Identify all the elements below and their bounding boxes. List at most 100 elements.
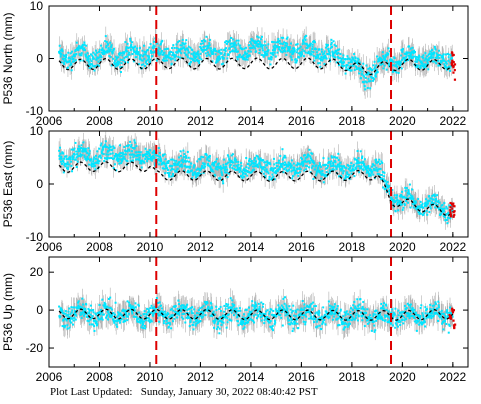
x-tick-label: 2022	[440, 240, 467, 254]
daily-point	[78, 147, 81, 150]
daily-point	[191, 176, 194, 179]
daily-point	[66, 324, 69, 327]
daily-point	[372, 167, 375, 170]
daily-point	[120, 52, 123, 55]
daily-point	[438, 54, 441, 57]
daily-point	[173, 46, 176, 49]
daily-point	[72, 58, 75, 61]
daily-point	[404, 189, 407, 192]
daily-point	[119, 319, 122, 322]
daily-point	[228, 47, 231, 50]
daily-point	[238, 53, 241, 56]
daily-point	[332, 168, 335, 171]
daily-point	[118, 153, 121, 156]
daily-point	[344, 174, 347, 177]
daily-point	[125, 159, 128, 162]
daily-point	[328, 57, 331, 60]
daily-point	[275, 172, 278, 175]
daily-point	[116, 64, 119, 67]
daily-point	[217, 56, 220, 59]
daily-point	[365, 171, 368, 174]
daily-point	[105, 316, 108, 319]
daily-point	[382, 67, 385, 70]
daily-point	[407, 189, 410, 192]
y-tick-label: -10	[26, 230, 44, 244]
daily-point	[391, 70, 394, 73]
daily-point	[70, 306, 73, 309]
daily-point	[156, 154, 159, 157]
daily-point	[227, 172, 230, 175]
daily-point	[403, 203, 406, 206]
daily-point	[61, 159, 64, 162]
daily-point	[261, 45, 264, 48]
daily-point	[243, 168, 246, 171]
daily-point	[132, 47, 135, 50]
daily-point	[300, 156, 303, 159]
daily-point	[172, 174, 175, 177]
daily-point	[104, 143, 107, 146]
daily-point	[176, 41, 179, 44]
daily-point	[173, 164, 176, 167]
daily-point	[410, 197, 413, 200]
daily-point	[107, 47, 110, 50]
daily-point	[400, 193, 403, 196]
daily-point	[73, 306, 76, 309]
daily-point	[62, 62, 65, 65]
daily-point	[81, 297, 84, 300]
daily-point	[259, 45, 262, 48]
daily-point	[340, 57, 343, 60]
daily-point	[272, 157, 275, 160]
daily-point	[289, 162, 292, 165]
daily-point	[129, 39, 132, 42]
daily-point	[59, 52, 62, 55]
daily-point	[327, 50, 330, 53]
daily-point	[399, 204, 402, 207]
daily-point	[96, 150, 99, 153]
daily-point	[340, 169, 343, 172]
daily-point	[67, 158, 70, 161]
daily-point	[166, 167, 169, 170]
daily-point	[118, 61, 121, 64]
daily-point	[420, 204, 423, 207]
daily-point	[202, 171, 205, 174]
daily-point	[256, 164, 259, 167]
daily-point	[381, 62, 384, 65]
daily-point	[282, 47, 285, 50]
daily-point	[259, 157, 262, 160]
daily-point	[94, 65, 97, 68]
daily-point	[354, 167, 357, 170]
daily-point	[278, 39, 281, 42]
daily-point	[59, 307, 62, 310]
daily-point	[225, 42, 228, 45]
daily-point	[174, 162, 177, 165]
daily-point	[379, 167, 382, 170]
daily-point	[370, 171, 373, 174]
daily-point	[200, 47, 203, 50]
daily-point	[164, 59, 167, 62]
daily-point	[407, 59, 410, 62]
daily-point	[104, 140, 107, 143]
daily-point	[316, 56, 319, 59]
daily-point	[340, 175, 343, 178]
daily-point	[156, 49, 159, 52]
daily-point	[284, 156, 287, 159]
daily-point	[403, 56, 406, 59]
daily-point	[235, 48, 238, 51]
daily-point	[306, 165, 309, 168]
plot-area	[58, 131, 456, 237]
daily-point	[134, 315, 137, 318]
daily-point	[408, 51, 411, 54]
daily-point	[185, 160, 188, 163]
daily-point	[333, 43, 336, 46]
daily-point	[266, 160, 269, 163]
daily-point	[113, 313, 116, 316]
daily-point	[320, 50, 323, 53]
daily-point	[437, 49, 440, 52]
daily-point	[366, 169, 369, 172]
daily-point	[119, 312, 122, 315]
daily-point	[192, 166, 195, 169]
recent-point	[451, 59, 454, 63]
daily-point	[65, 53, 68, 56]
daily-point	[396, 60, 399, 63]
daily-point	[318, 57, 321, 60]
